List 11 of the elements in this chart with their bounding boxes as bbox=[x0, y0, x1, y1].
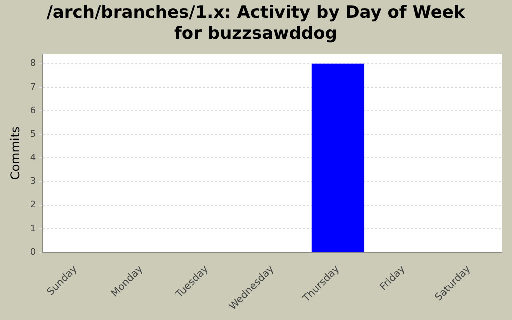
y-tick-label: 6 bbox=[30, 106, 36, 116]
y-tick-label: 4 bbox=[30, 154, 36, 164]
y-tick-label: 3 bbox=[30, 177, 36, 188]
chart-title: /arch/branches/1.x: Activity by Day of Week for buzzsawddog bbox=[46, 2, 466, 46]
y-tick-label: 7 bbox=[30, 82, 36, 93]
y-tick-label: 5 bbox=[30, 130, 36, 140]
y-tick-label: 8 bbox=[30, 59, 36, 70]
y-tick-label: 1 bbox=[30, 224, 36, 234]
y-tick-label: 0 bbox=[30, 248, 36, 258]
y-axis-title: Commits bbox=[8, 126, 22, 180]
y-tick-label: 2 bbox=[30, 200, 36, 211]
